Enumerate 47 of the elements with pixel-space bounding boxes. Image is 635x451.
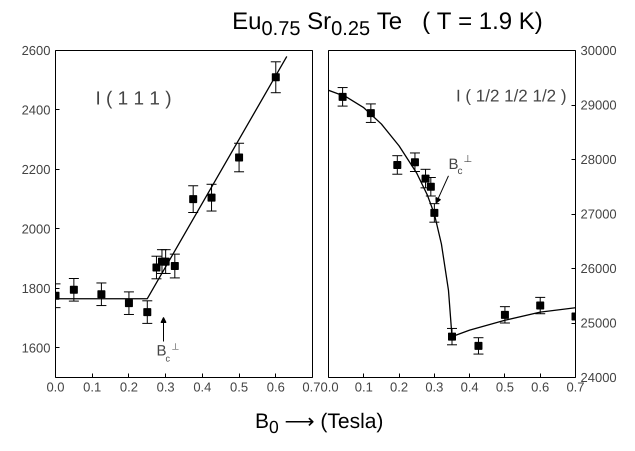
point [189,195,198,204]
point [70,286,78,294]
x-tick-label: 0.0 [46,380,65,394]
annotation: I ( 1/2 1/2 1/2 ) [456,86,567,106]
x-tick-label: 0.3 [156,380,175,394]
x-tick-label: 0.1 [354,380,373,394]
x-tick-label: 0.2 [120,380,138,394]
x-tick-label: 0.5 [230,380,248,394]
x-tick-label: 0.1 [83,380,102,394]
x-tick-label: 0.6 [266,380,285,394]
point [410,158,419,166]
y-tick-label: 29000 [580,98,617,112]
point [143,308,152,316]
y-tick-label: 28000 [580,152,617,167]
y-tick-label: 26000 [580,261,617,276]
point [208,194,216,202]
point [393,160,402,169]
x-tick-label: 0.5 [496,380,514,394]
y-tick-label: 2200 [22,162,50,177]
x-tick-label: 0.4 [193,380,212,394]
y-tick-label: 1600 [22,340,50,356]
annotation: I ( 1 1 1 ) [96,88,172,110]
text: Eu$_{0.75}$ Sr$_{0.25}$ Te ( T = 1.9 K) [232,7,543,42]
point [474,342,482,350]
x-axis-title: B$_{0}$ ⟶ (Tesla) [255,409,384,440]
point [152,264,160,272]
x-tick-label: 0.2 [390,380,408,394]
point [235,154,244,162]
point [422,174,430,183]
x-tick-label: 0.4 [460,380,479,394]
point [426,182,435,191]
point [500,310,509,319]
y-tick-label: 2000 [22,221,50,236]
y-tick-label: 27000 [580,206,617,222]
x-tick-label: 0.3 [425,380,444,394]
y-tick-label: 30000 [580,43,617,58]
point [536,302,544,310]
y-tick-label: 2400 [22,102,50,118]
y-tick-label: 25000 [580,316,617,330]
x-tick-label: 0.6 [531,380,550,394]
x-tick-label: 0.0 [320,380,339,394]
point [124,299,133,308]
point [97,290,106,298]
y-tick-label: 2600 [22,43,50,58]
point [170,262,179,270]
y-tick-label: 1800 [22,280,50,296]
x-tick-label: 0.7 [302,380,321,394]
